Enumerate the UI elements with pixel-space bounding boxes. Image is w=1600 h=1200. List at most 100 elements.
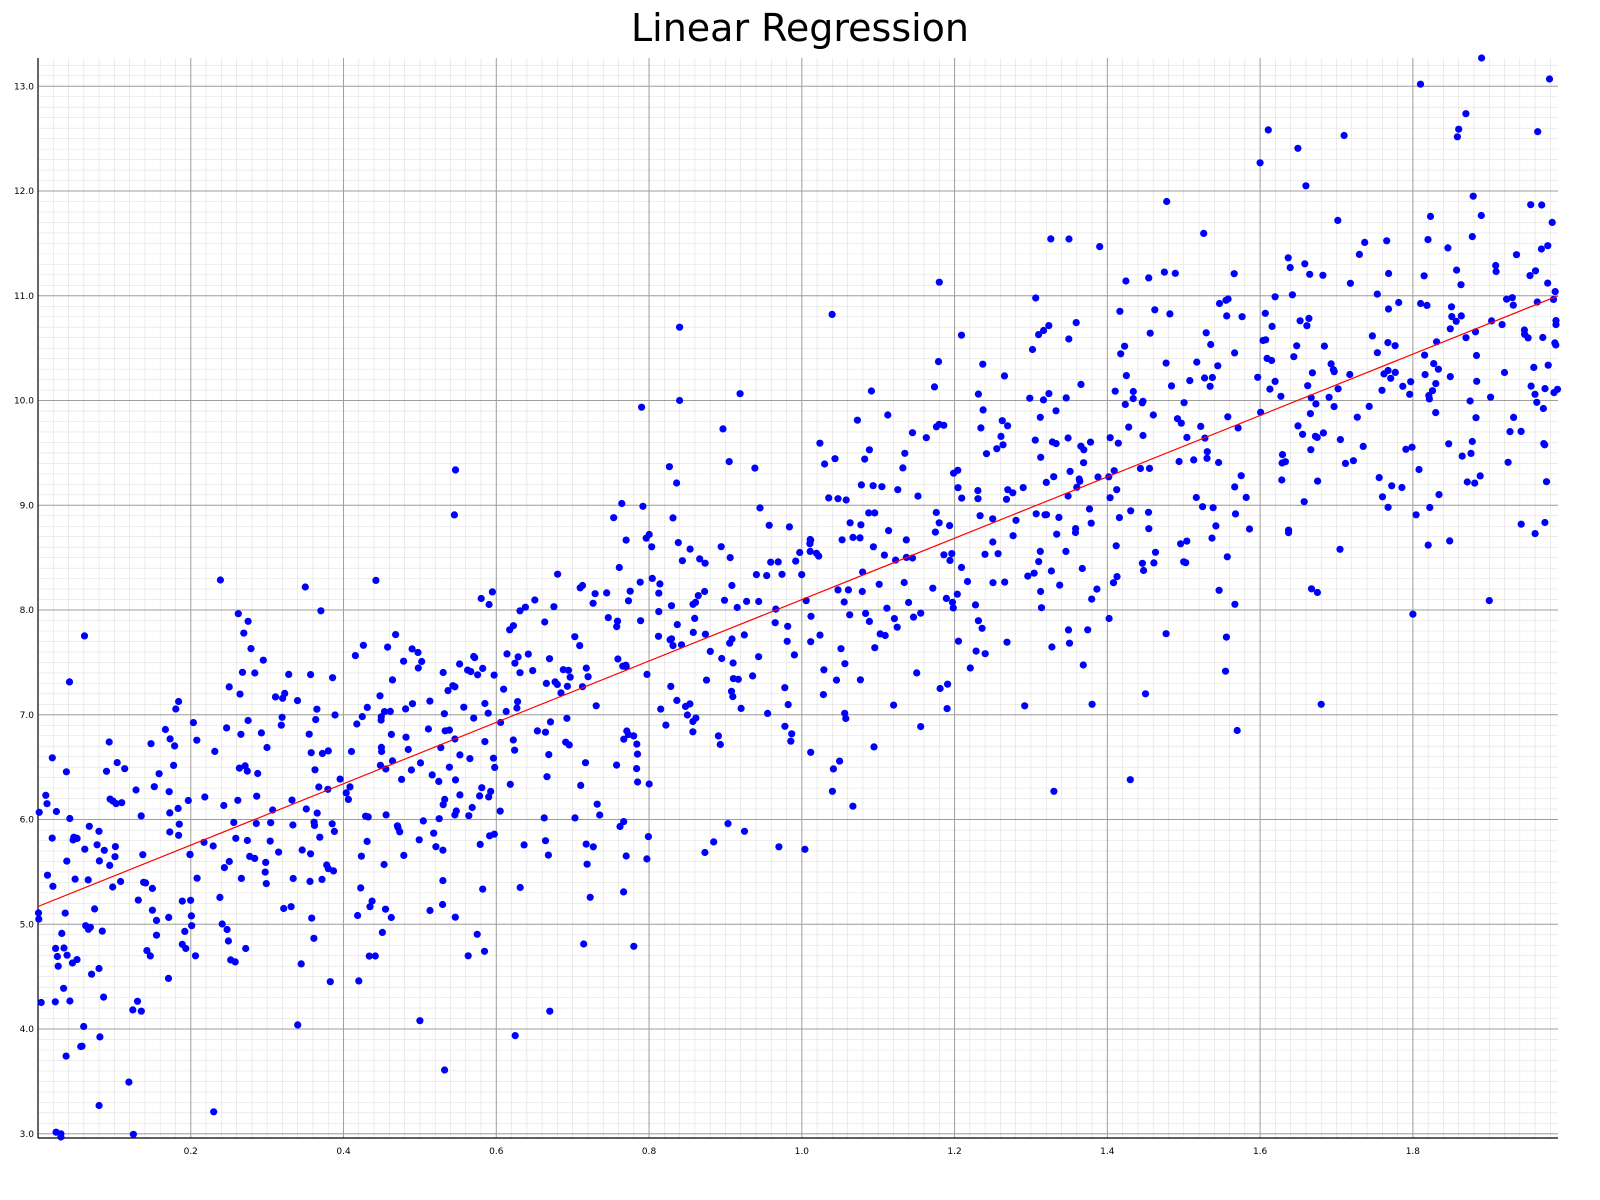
data-point [1406,390,1414,398]
data-point [841,660,849,668]
data-point [293,697,302,705]
data-point [1453,133,1461,141]
data-point [479,885,487,893]
data-point [1230,270,1238,278]
data-point [720,596,729,604]
data-point [481,738,489,746]
data-point [622,536,630,544]
data-point [426,906,434,915]
data-point [1378,386,1386,394]
data-point [1307,585,1316,593]
data-point [326,978,334,986]
data-point [1531,267,1540,275]
data-point [1231,483,1239,491]
data-point [1384,503,1392,511]
data-point [669,642,677,650]
data-point [648,574,656,583]
data-point [1138,559,1146,567]
data-point [1177,540,1185,548]
data-point [1284,254,1292,262]
data-point [1001,578,1009,586]
data-point [261,868,269,876]
data-point [620,888,628,896]
data-point [957,331,966,339]
data-point [113,759,121,767]
data-point [1173,415,1182,423]
data-point [765,521,773,529]
x-tick-label: 0.8 [642,1147,657,1157]
data-point [944,680,952,688]
data-point [464,952,472,960]
data-point [1384,366,1392,375]
data-point [456,660,464,668]
data-point [1383,237,1391,245]
data-point [1302,182,1310,190]
data-point [936,684,944,693]
data-point [400,657,408,665]
data-point [790,651,799,659]
data-point [1312,400,1320,408]
data-point [368,897,376,905]
data-point [917,609,925,617]
data-point [914,492,922,500]
data-point [37,998,45,1007]
data-point [324,747,332,755]
data-point [188,922,196,930]
data-point [440,710,448,718]
data-point [541,837,550,845]
data-point [380,708,389,716]
data-point [1078,564,1086,573]
data-point [1113,486,1121,494]
data-point [727,687,736,695]
data-point [1042,511,1051,519]
data-point [439,900,447,909]
data-point [80,1022,88,1031]
data-point [676,396,684,405]
data-point [297,960,305,968]
data-point [954,466,962,474]
data-point [34,909,43,917]
data-point [892,556,900,564]
data-point [1384,305,1393,313]
data-point [1531,390,1539,398]
data-point [237,874,245,883]
data-point [1056,581,1064,589]
data-point [301,583,309,591]
data-point [451,776,460,784]
data-point [630,732,638,740]
data-point [655,608,663,616]
data-point [546,1007,554,1015]
data-point [1036,547,1044,556]
data-point [396,828,404,836]
data-point [137,1007,145,1015]
data-point [1423,301,1431,309]
data-point [943,705,951,713]
data-point [676,323,684,331]
data-point [408,700,417,708]
data-point [317,607,325,615]
data-point [49,882,57,890]
data-point [562,738,570,746]
data-point [1313,588,1321,597]
data-point [133,997,142,1005]
data-point [1445,440,1453,448]
data-point [1231,349,1239,357]
data-point [312,716,320,724]
data-point [480,947,489,955]
data-point [358,713,366,721]
data-point [84,876,92,884]
data-point [1288,291,1296,299]
data-point [1144,508,1153,516]
data-point [775,843,783,851]
data-point [1121,400,1129,408]
data-point [243,767,251,775]
data-point [1458,452,1466,460]
data-point [516,607,524,615]
data-point [178,940,186,948]
data-point [66,814,74,823]
data-point [1052,407,1060,415]
data-point [643,855,651,863]
data-point [355,977,363,985]
data-point [564,666,573,674]
data-point [172,705,180,713]
